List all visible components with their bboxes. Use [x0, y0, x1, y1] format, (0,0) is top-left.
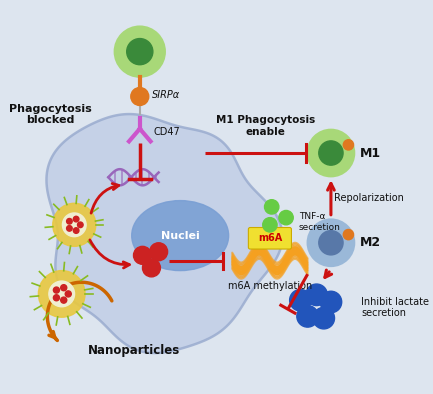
Text: M2: M2 [360, 236, 381, 249]
Circle shape [62, 213, 86, 237]
Circle shape [133, 246, 152, 264]
Circle shape [53, 295, 59, 301]
Text: M1: M1 [360, 147, 381, 160]
Circle shape [53, 203, 96, 246]
Circle shape [65, 291, 71, 297]
Circle shape [319, 230, 343, 255]
Circle shape [142, 259, 161, 277]
Circle shape [131, 87, 149, 106]
Text: CD47: CD47 [153, 127, 180, 138]
Text: m6A: m6A [258, 233, 282, 243]
Circle shape [67, 225, 72, 231]
Text: TNF-α
secretion: TNF-α secretion [299, 212, 340, 232]
Text: SIRPα: SIRPα [152, 90, 181, 100]
Circle shape [307, 219, 354, 266]
Ellipse shape [132, 201, 229, 271]
Text: Inhibit lactate
secretion: Inhibit lactate secretion [362, 297, 430, 318]
Circle shape [290, 290, 311, 311]
Circle shape [313, 307, 335, 329]
Circle shape [343, 140, 354, 150]
Circle shape [150, 243, 168, 261]
Circle shape [39, 271, 85, 317]
Circle shape [73, 228, 79, 233]
Circle shape [319, 141, 343, 165]
Text: m6A methylation: m6A methylation [228, 281, 312, 291]
Circle shape [67, 219, 72, 224]
Circle shape [49, 281, 74, 307]
Circle shape [343, 229, 354, 240]
Circle shape [306, 284, 327, 306]
Circle shape [263, 217, 277, 232]
FancyBboxPatch shape [249, 227, 291, 249]
Text: Repolarization: Repolarization [334, 193, 404, 203]
Circle shape [279, 210, 293, 225]
Circle shape [61, 297, 67, 303]
Text: M1 Phagocytosis
enable: M1 Phagocytosis enable [216, 115, 315, 137]
Circle shape [265, 200, 279, 214]
Circle shape [53, 287, 59, 293]
Circle shape [73, 216, 79, 222]
Text: Phagocytosis
blocked: Phagocytosis blocked [9, 104, 91, 125]
Circle shape [320, 291, 342, 313]
Circle shape [78, 222, 83, 228]
Text: Nanoparticles: Nanoparticles [87, 344, 180, 357]
Polygon shape [46, 114, 282, 353]
Circle shape [61, 285, 67, 291]
Text: Nuclei: Nuclei [161, 230, 200, 241]
Circle shape [115, 26, 165, 77]
Circle shape [307, 130, 354, 177]
Circle shape [297, 306, 318, 327]
Circle shape [127, 39, 153, 65]
